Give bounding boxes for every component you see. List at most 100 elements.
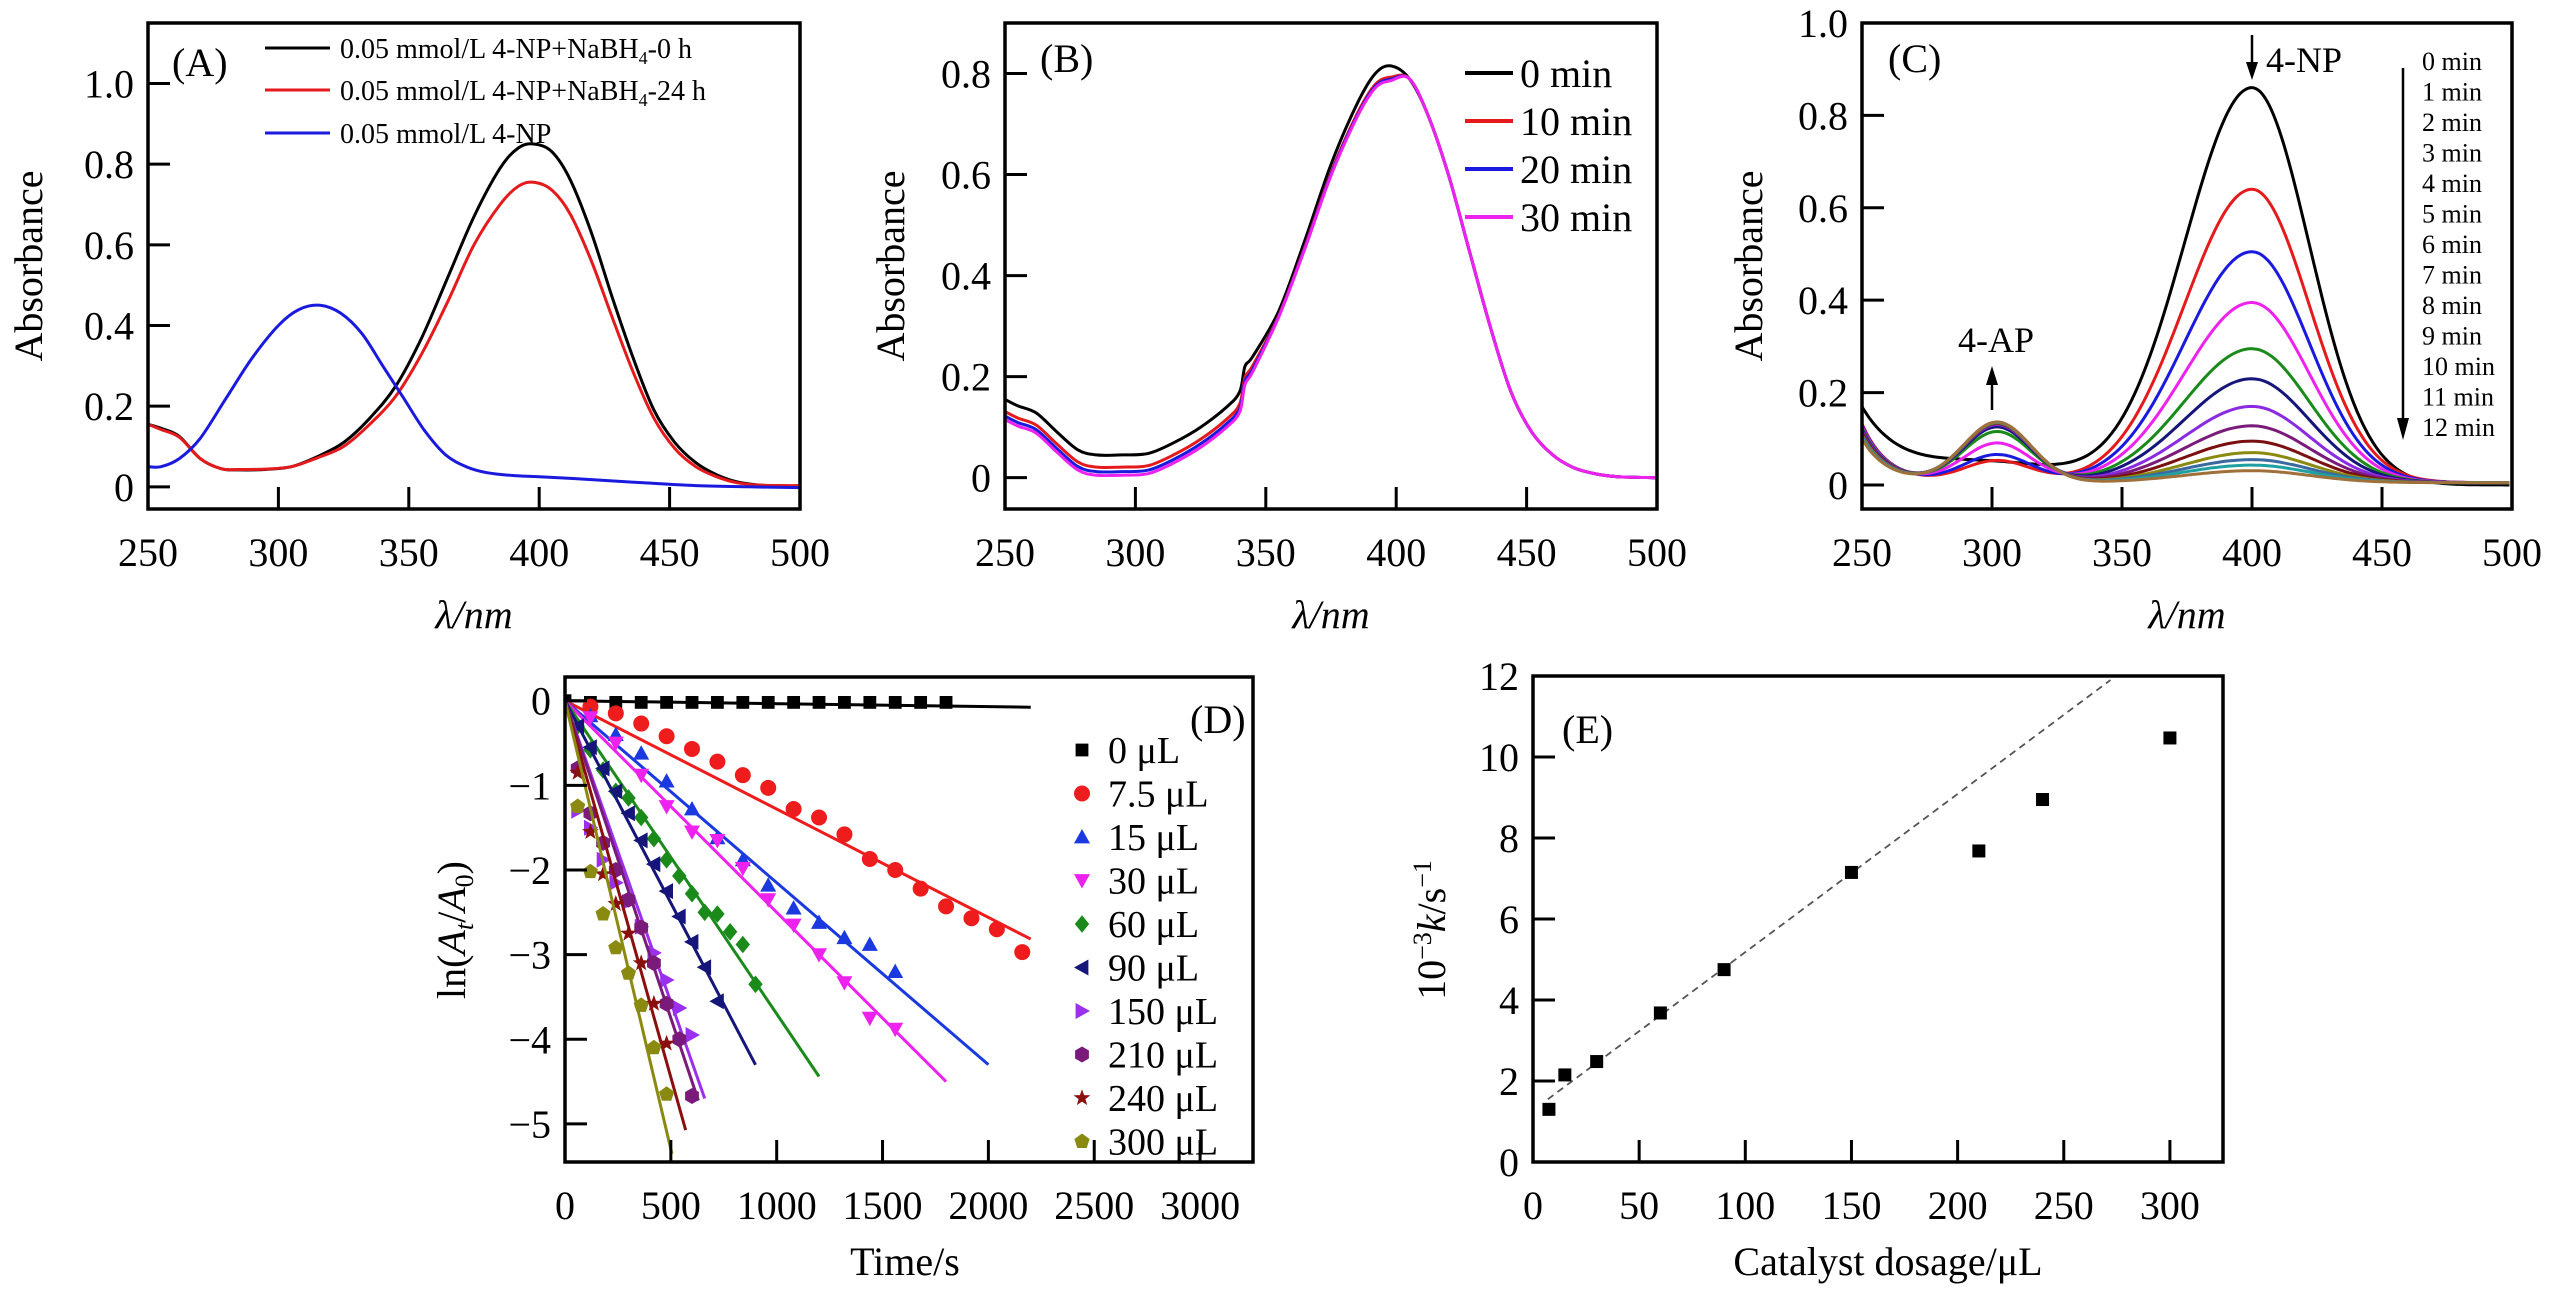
panel-a-xlabel: λ/nm — [434, 592, 512, 637]
panel-a-xtick-label: 500 — [770, 530, 830, 575]
data-point-d-1 — [760, 779, 777, 796]
data-point-d-5 — [633, 832, 648, 849]
panel-a-xtick-label: 250 — [118, 530, 178, 575]
data-point-d-9 — [608, 939, 624, 955]
arrow-head-4ap-icon — [1986, 366, 1998, 385]
data-point-d-7 — [685, 1088, 699, 1104]
data-point-d-2 — [684, 801, 700, 816]
data-point-d-3 — [607, 736, 624, 751]
panel-c-xtick-label: 400 — [2222, 530, 2282, 575]
series-line-a-2 — [148, 303, 800, 490]
panel-c-xtick-label: 350 — [2092, 530, 2152, 575]
panel-a-label: (A) — [172, 40, 228, 85]
panel-d-xtick-label: 1500 — [843, 1183, 923, 1228]
data-point-d-3 — [658, 800, 675, 815]
data-point-d-1 — [709, 753, 726, 770]
data-point-d-8 — [569, 763, 587, 780]
data-point-d-9 — [646, 1039, 662, 1055]
legend-label-a-0: 0.05 mmol/L 4-NP+NaBH4-0 h — [340, 34, 692, 68]
data-point-d-5 — [620, 805, 635, 822]
series-line-b-3 — [1005, 74, 1657, 480]
panel-e: 0 50 100 150 200 250 300 0 2 4 6 8 10 12 (E) Catalyst… — [1408, 654, 2225, 1284]
data-point-d-2 — [633, 745, 650, 760]
data-point-e — [1653, 1006, 1667, 1020]
data-point-d-2 — [760, 877, 777, 892]
data-point-d-2 — [785, 900, 802, 915]
data-point-e — [1844, 865, 1858, 879]
data-point-e — [1542, 1102, 1556, 1116]
data-point-d-4 — [646, 829, 662, 848]
panel-a-xtick-label: 350 — [379, 530, 439, 575]
legend-label-b-0: 0 min — [1520, 51, 1612, 96]
data-point-d-3 — [887, 1022, 904, 1038]
legend-label-d-0: 0 μL — [1108, 730, 1180, 772]
data-point-d-4 — [722, 923, 738, 941]
panel-b-ytick-label: 0.4 — [941, 254, 991, 299]
panel-c-ytick-label: 1.0 — [1798, 1, 1848, 46]
data-point-d-1 — [963, 910, 980, 927]
panel-e-xtick-label: 100 — [1715, 1183, 1775, 1228]
series-line-c-3 — [1862, 300, 2510, 485]
panel-c-xtick-label: 500 — [2482, 530, 2542, 575]
legend-label-b-3: 30 min — [1520, 195, 1632, 240]
data-point-d-3 — [811, 948, 827, 963]
data-point-d-3 — [836, 976, 853, 991]
panel-a-xtick-label: 300 — [248, 530, 308, 575]
data-point-d-1 — [684, 740, 701, 757]
panel-c-series-group — [1862, 86, 2510, 487]
data-point-d-8 — [594, 865, 612, 882]
panel-b-xtick-label: 300 — [1105, 530, 1165, 575]
panel-e-xtick-label: 200 — [1928, 1183, 1988, 1228]
panel-c-ytick-label: 0.2 — [1798, 371, 1848, 416]
legend-marker-d-6 — [1075, 1003, 1090, 1019]
legend-label-c-6: 6 min — [2422, 230, 2482, 259]
data-point-d-1 — [658, 728, 675, 745]
panel-b-ytick-label: 0.8 — [941, 52, 991, 97]
legend-marker-d-0 — [1075, 743, 1089, 757]
series-line-a-0 — [148, 142, 800, 488]
legend-label-c-5: 5 min — [2422, 200, 2482, 229]
legend-marker-d-5 — [1074, 959, 1089, 976]
panel-b-xtick-label: 500 — [1627, 530, 1687, 575]
panel-c-plot-area: 250 300 350 400 450 500 0 0.2 0.4 0.6 0.8 1.0 4-NP 4-… — [1798, 1, 2542, 575]
data-point-e — [1717, 963, 1731, 977]
panel-c-ytick-label: 0.6 — [1798, 186, 1848, 231]
data-point-d-3 — [861, 1011, 878, 1027]
data-point-d-1 — [607, 705, 624, 722]
data-point-d-7 — [659, 995, 674, 1012]
data-point-d-4 — [634, 808, 649, 827]
data-point-d-1 — [734, 767, 751, 784]
data-point-d-0 — [787, 695, 801, 709]
legend-label-c-11: 11 min — [2422, 383, 2494, 412]
legend-label-c-4: 4 min — [2422, 169, 2482, 198]
data-point-d-8 — [607, 895, 625, 911]
panel-a-xtick-label: 400 — [509, 530, 569, 575]
legend-label-b-1: 10 min — [1520, 99, 1632, 144]
series-line-c-2 — [1862, 250, 2510, 485]
panel-b-frame — [1003, 21, 1659, 511]
panel-c-ylabel: Absorbance — [1726, 170, 1771, 361]
data-point-d-8 — [658, 1034, 675, 1051]
data-point-d-1 — [1014, 944, 1031, 961]
panel-e-plot-area: 0 50 100 150 200 250 300 0 2 4 6 8 10 12 — [1479, 654, 2225, 1228]
data-point-e — [1590, 1055, 1604, 1069]
panel-a-frame — [146, 21, 802, 511]
panel-d-xtick-label: 0 — [555, 1183, 575, 1228]
data-point-d-2 — [836, 929, 853, 945]
data-point-d-8 — [620, 924, 637, 941]
data-point-d-1 — [938, 898, 955, 915]
legend-label-c-12: 12 min — [2422, 413, 2495, 442]
data-point-d-5 — [658, 883, 673, 900]
panel-d-label: (D) — [1190, 697, 1246, 742]
data-point-d-3 — [734, 861, 751, 877]
data-point-d-2 — [658, 773, 675, 788]
panel-c-frame — [1860, 21, 2514, 511]
data-point-d-8 — [582, 823, 599, 839]
legend-label-c-10: 10 min — [2422, 352, 2495, 381]
panel-a-ytick-label: 1.0 — [84, 61, 134, 106]
data-point-d-0 — [838, 695, 851, 709]
data-point-d-0 — [761, 695, 775, 709]
panel-d-ytick-label: −2 — [508, 848, 551, 893]
